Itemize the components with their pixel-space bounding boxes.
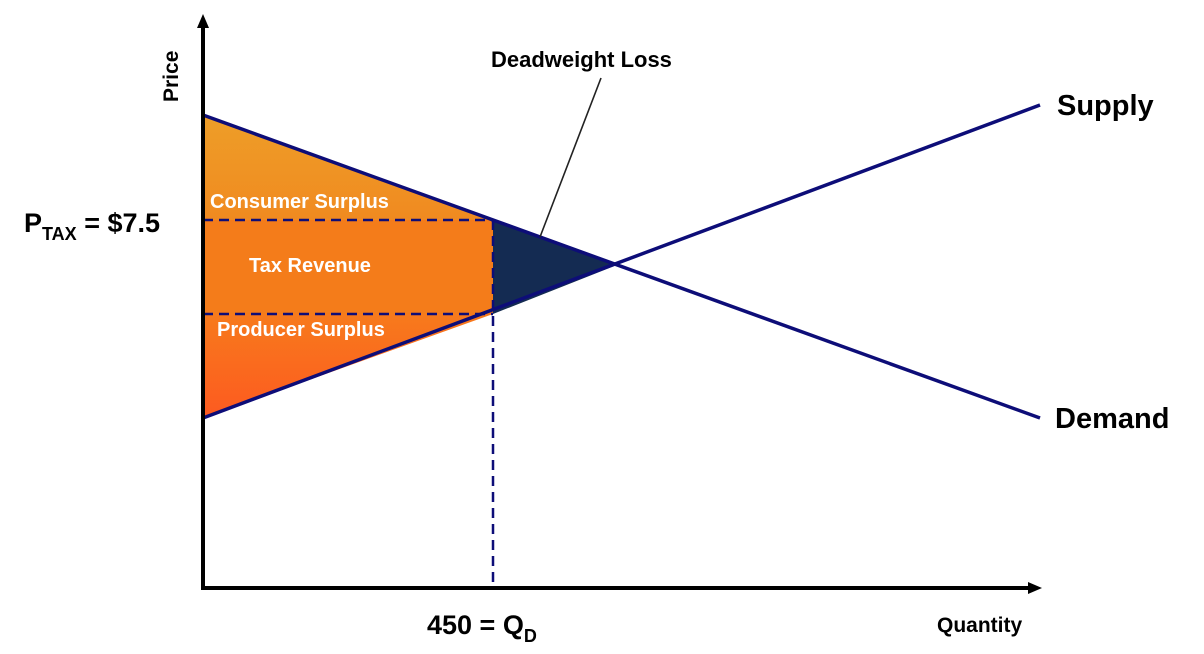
supply-label: Supply (1057, 90, 1154, 122)
y-axis-label: Price (160, 51, 183, 102)
x-axis-arrow-icon (1028, 582, 1042, 594)
quantity-subscript: D (524, 626, 537, 646)
deadweight-loss-area (493, 220, 617, 314)
quantity-value: 450 = Q (427, 610, 524, 640)
demand-label: Demand (1055, 403, 1169, 435)
price-symbol: P (24, 208, 42, 238)
deadweight-leader-line (539, 77, 602, 238)
tax-revenue-label: Tax Revenue (249, 255, 371, 277)
consumer-surplus-label: Consumer Surplus (210, 191, 389, 213)
tax-price-label: PTAX = $7.5 (24, 208, 160, 244)
producer-surplus-label: Producer Surplus (217, 319, 385, 341)
y-axis-arrow-icon (197, 14, 209, 28)
deadweight-loss-label: Deadweight Loss (491, 47, 672, 72)
supply-curve (202, 103, 1041, 420)
price-value: = $7.5 (77, 208, 160, 238)
price-subscript: TAX (42, 224, 77, 244)
quantity-label: 450 = QD (427, 610, 537, 646)
tax-revenue-area (203, 220, 493, 314)
demand-curve (202, 113, 1041, 420)
x-axis-label: Quantity (937, 614, 1022, 637)
